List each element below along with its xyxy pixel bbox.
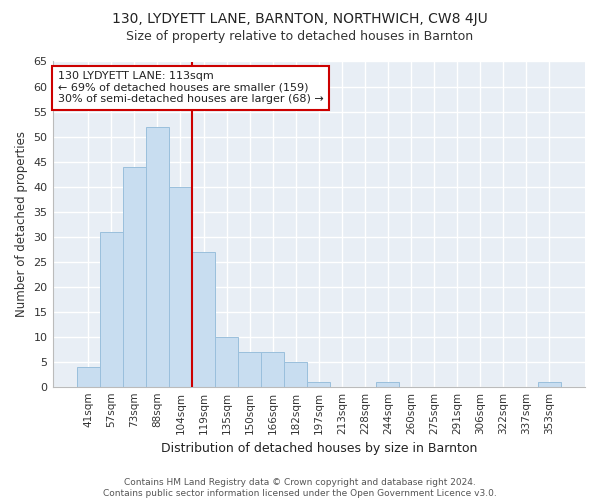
Bar [238,352,261,386]
Bar [146,126,169,386]
Bar [376,382,400,386]
Bar [192,252,215,386]
Text: 130, LYDYETT LANE, BARNTON, NORTHWICH, CW8 4JU: 130, LYDYETT LANE, BARNTON, NORTHWICH, C… [112,12,488,26]
Text: Contains HM Land Registry data © Crown copyright and database right 2024.
Contai: Contains HM Land Registry data © Crown c… [103,478,497,498]
Bar [284,362,307,386]
Text: 130 LYDYETT LANE: 113sqm
← 69% of detached houses are smaller (159)
30% of semi-: 130 LYDYETT LANE: 113sqm ← 69% of detach… [58,72,323,104]
Bar [169,186,192,386]
Bar [261,352,284,386]
Bar [538,382,561,386]
Bar [215,336,238,386]
Bar [77,366,100,386]
Bar [100,232,123,386]
Bar [307,382,330,386]
Bar [123,166,146,386]
Y-axis label: Number of detached properties: Number of detached properties [15,131,28,317]
Text: Size of property relative to detached houses in Barnton: Size of property relative to detached ho… [127,30,473,43]
X-axis label: Distribution of detached houses by size in Barnton: Distribution of detached houses by size … [161,442,477,455]
